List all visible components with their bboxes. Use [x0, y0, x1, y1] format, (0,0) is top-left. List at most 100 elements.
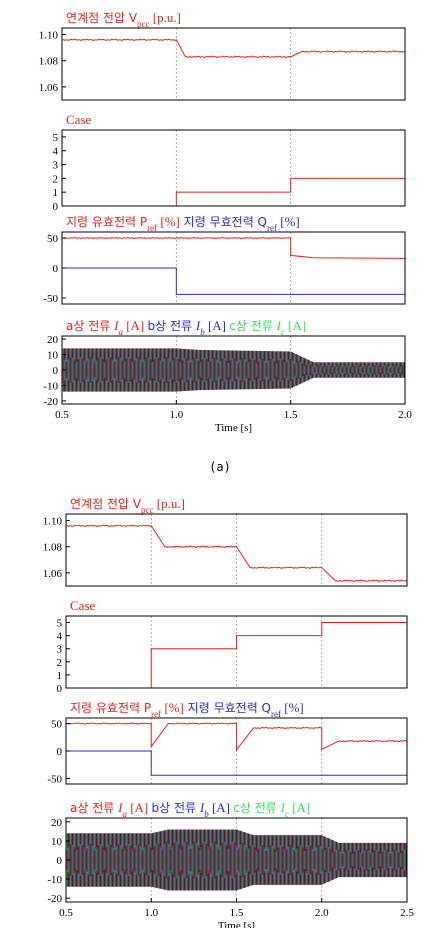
y-tick-label: -20 — [43, 396, 58, 408]
panel-title: a상 전류 Ia [A] b상 전류 Ib [A] c상 전류 Ic [A] — [66, 318, 306, 337]
title-part: I — [276, 318, 282, 333]
title-part: I — [117, 800, 123, 815]
panel-title: 지령 유효전력 Pref [%] 지령 무효전력 Qref [%] — [70, 700, 304, 719]
title-subscript: a — [118, 327, 123, 337]
title-subscript: pcc — [137, 19, 150, 29]
title-part: [%] — [157, 214, 180, 229]
title-part: a상 전류 — [70, 801, 118, 815]
y-tick-label: 20 — [47, 334, 59, 346]
series-line — [62, 38, 405, 59]
x-tick-label: 1.5 — [230, 907, 244, 919]
title-part: I — [113, 318, 119, 333]
title-part: 지령 무효전력 Q — [180, 215, 267, 229]
title-part: 연계점 전압 V — [70, 497, 142, 511]
plot-area — [66, 524, 407, 583]
title-part: Case — [66, 112, 92, 127]
y-tick-label: 10 — [51, 836, 63, 848]
y-tick-label: 4 — [57, 631, 63, 643]
panel-a-pq: 지령 유효전력 Pref [%] 지령 무효전력 Qref [%]500-50 — [43, 214, 406, 305]
title-subscript: pcc — [141, 505, 154, 515]
title-subscript: c — [285, 809, 289, 819]
y-tick-label: 1.06 — [43, 568, 63, 580]
y-tick-label: 1.10 — [39, 30, 59, 42]
plot-area — [66, 622, 407, 688]
y-tick-label: 1.08 — [39, 56, 59, 68]
title-part: [A] — [127, 800, 152, 815]
plot-area — [62, 348, 405, 392]
x-tick-label: 2.5 — [400, 907, 414, 919]
title-subscript: ref — [267, 223, 277, 233]
title-part: [A] — [289, 800, 310, 815]
title-part: c상 전류 — [233, 801, 280, 815]
title-subscript: b — [204, 809, 209, 819]
y-tick-label: 20 — [51, 817, 63, 829]
panel-b-pq: 지령 유효전력 Pref [%] 지령 무효전력 Qref [%]500-50 — [47, 700, 408, 786]
panel-frame — [65, 615, 408, 689]
y-tick-label: 2 — [53, 173, 59, 185]
y-tick-label: -10 — [47, 874, 62, 886]
plot-area — [62, 38, 405, 59]
title-part: [p.u.] — [154, 496, 185, 511]
y-tick-label: -10 — [43, 380, 58, 392]
y-tick-label: 0 — [57, 746, 63, 758]
y-tick-label: 5 — [53, 132, 59, 144]
title-part: I — [280, 800, 286, 815]
title-part: 지령 유효전력 P — [66, 215, 147, 229]
y-tick-label: 0 — [53, 263, 59, 275]
x-tick-label: 2.0 — [315, 907, 329, 919]
y-tick-label: 5 — [57, 618, 63, 630]
panel-title: 지령 유효전력 Pref [%] 지령 무효전력 Qref [%] — [66, 214, 300, 233]
x-axis-label: Time [s] — [218, 920, 255, 928]
title-part: 지령 유효전력 P — [70, 701, 151, 715]
series-line — [66, 524, 407, 583]
y-tick-label: 50 — [47, 233, 59, 245]
x-tick-label: 1.5 — [284, 409, 298, 421]
plot-area — [66, 722, 407, 776]
series-line — [62, 267, 405, 295]
title-part: I — [199, 800, 205, 815]
title-part: b상 전류 — [152, 801, 200, 815]
panel-a-current: a상 전류 Ia [A] b상 전류 Ib [A] c상 전류 Ic [A] 20… — [43, 318, 412, 434]
panel-b-current: a상 전류 Ia [A] b상 전류 Ib [A] c상 전류 Ic [A] 20… — [47, 800, 414, 928]
caption-a: (a) — [209, 460, 231, 474]
title-subscript: ref — [271, 709, 281, 719]
title-subscript: a — [122, 809, 127, 819]
title-part: a상 전류 — [66, 319, 114, 333]
title-part: [p.u.] — [150, 10, 181, 25]
x-tick-label: 2.0 — [398, 409, 412, 421]
y-tick-label: -50 — [43, 293, 58, 305]
y-tick-label: 4 — [53, 146, 59, 158]
title-part: 지령 무효전력 Q — [184, 701, 271, 715]
series-line — [66, 722, 407, 752]
title-part: [%] — [277, 214, 300, 229]
x-tick-label: 1.0 — [169, 409, 183, 421]
plot-area — [66, 829, 407, 891]
y-tick-label: 10 — [47, 350, 59, 362]
y-tick-label: 0 — [53, 365, 59, 377]
panel-title: Case — [70, 598, 96, 613]
title-part: [%] — [161, 700, 184, 715]
title-part: b상 전류 — [148, 319, 196, 333]
y-tick-label: 1 — [53, 187, 59, 199]
y-tick-label: 50 — [51, 719, 63, 731]
y-tick-label: 0 — [57, 855, 63, 867]
title-subscript: b — [200, 327, 205, 337]
y-tick-label: 0 — [53, 201, 59, 213]
title-part: [A] — [205, 318, 230, 333]
series-line — [66, 622, 407, 688]
title-part: [A] — [209, 800, 234, 815]
panel-b-vpcc: 연계점 전압 Vpcc [p.u.] 1.10 1.08 1.06 — [43, 496, 408, 587]
panel-a-case: Case 5 4 32 1 0 — [53, 112, 406, 213]
title-part: [A] — [285, 318, 306, 333]
title-part: 연계점 전압 V — [66, 11, 138, 25]
y-tick-label: 3 — [53, 160, 59, 172]
title-part: [A] — [123, 318, 148, 333]
panel-frame — [61, 129, 406, 207]
y-tick-label: 2 — [57, 657, 63, 669]
panel-title: a상 전류 Ia [A] b상 전류 Ib [A] c상 전류 Ic [A] — [70, 800, 310, 819]
y-tick-label: 1.08 — [43, 542, 63, 554]
title-subscript: c — [281, 327, 285, 337]
panel-title: 연계점 전압 Vpcc [p.u.] — [66, 10, 181, 29]
